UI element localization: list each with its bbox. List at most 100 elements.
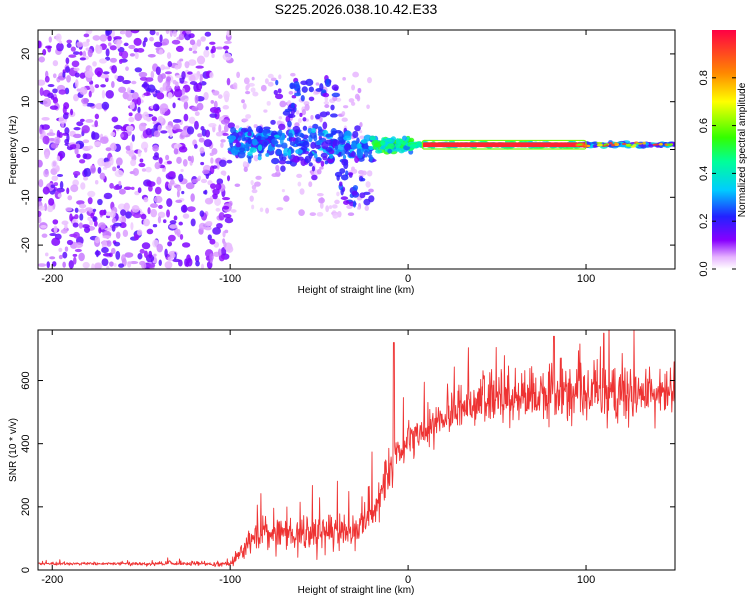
- heatmap-cell: [157, 124, 162, 132]
- heatmap-cell: [94, 236, 101, 244]
- heatmap-cell: [118, 86, 127, 93]
- heatmap-cell: [296, 173, 303, 179]
- heatmap-cell: [329, 113, 338, 118]
- heatmap-cell: [52, 60, 59, 67]
- heatmap-cell: [118, 180, 122, 186]
- heatmap-cell: [281, 189, 285, 193]
- heatmap-cell: [299, 112, 303, 118]
- heatmap-cell: [95, 44, 103, 54]
- heatmap-cell: [340, 196, 349, 201]
- heatmap-cell: [302, 125, 308, 131]
- heatmap-cell: [249, 147, 257, 153]
- heatmap-cell: [310, 141, 317, 149]
- heatmap-cell: [87, 216, 92, 221]
- heatmap-cell: [375, 149, 383, 154]
- heatmap-cell: [373, 142, 382, 148]
- colorbar: 0.0 0.2 0.4 0.6 0.8 Normalized spectral ampl…: [698, 30, 748, 277]
- heatmap-cell: [209, 41, 216, 45]
- heatmap-cell: [98, 58, 107, 64]
- heatmap-cell: [315, 82, 320, 86]
- heatmap-cell: [113, 222, 122, 227]
- heatmap-cell: [277, 129, 283, 137]
- heatmap-cell: [173, 215, 178, 221]
- heatmap-cell: [625, 143, 630, 146]
- y-tick-label: 400: [20, 435, 32, 453]
- heatmap-cell: [343, 200, 350, 206]
- heatmap-cell: [162, 66, 171, 70]
- heatmap-cell: [74, 79, 79, 88]
- heatmap-cell: [154, 161, 161, 170]
- heatmap-cell: [274, 134, 280, 138]
- heatmap-cell: [297, 118, 302, 124]
- heatmap-cell: [57, 173, 64, 177]
- heatmap-cell: [297, 181, 302, 187]
- heatmap-cell: [294, 92, 302, 97]
- heatmap-cell: [328, 205, 333, 210]
- heatmap-cell: [183, 113, 189, 122]
- heatmap-cell: [128, 44, 136, 50]
- heatmap-cell: [182, 159, 188, 167]
- heatmap-cell: [101, 258, 109, 267]
- heatmap-cell: [309, 212, 317, 217]
- heatmap-cell: [167, 241, 173, 247]
- heatmap-cell: [311, 165, 316, 172]
- x-tick-label: -100: [219, 273, 241, 285]
- heatmap-cell: [68, 260, 74, 269]
- heatmap-cell: [148, 250, 153, 259]
- heatmap-cell: [114, 74, 118, 80]
- heatmap-cell: [328, 153, 334, 159]
- heatmap-cell: [202, 169, 210, 175]
- heatmap-cell: [115, 231, 121, 239]
- heatmap-cell: [136, 48, 145, 53]
- heatmap-cell: [78, 252, 85, 262]
- heatmap-cell: [118, 188, 126, 195]
- heatmap-cell: [156, 176, 162, 185]
- heatmap-cell: [223, 90, 230, 100]
- heatmap-cell: [352, 130, 359, 139]
- heatmap-cell: [183, 101, 189, 110]
- heatmap-cell: [121, 50, 129, 59]
- heatmap-cell: [153, 41, 163, 48]
- heatmap-cell: [323, 101, 330, 105]
- heatmap-cell: [212, 193, 218, 200]
- heatmap-cell: [53, 225, 58, 233]
- heatmap-cell: [95, 249, 99, 258]
- heatmap-cell: [79, 57, 86, 61]
- heatmap-cell: [109, 45, 117, 51]
- heatmap-cell: [212, 227, 221, 235]
- heatmap-cell: [299, 188, 305, 195]
- heatmap-cell: [66, 133, 70, 142]
- heatmap-cell: [101, 246, 109, 254]
- heatmap-cell: [251, 189, 258, 194]
- colorbar-tick-label: 0.2: [698, 214, 710, 229]
- heatmap-cell: [337, 136, 345, 142]
- heatmap-cell: [218, 124, 222, 133]
- heatmap-cell: [596, 141, 603, 144]
- heatmap-cell: [62, 71, 66, 78]
- heatmap-cell: [259, 207, 264, 213]
- heatmap-cell: [181, 242, 191, 248]
- heatmap-cell: [185, 30, 192, 35]
- heatmap-cell: [285, 160, 292, 165]
- heatmap-cell: [119, 222, 127, 229]
- heatmap-cell: [263, 141, 268, 148]
- heatmap-cell: [339, 181, 343, 187]
- heatmap-cell: [105, 89, 114, 99]
- heatmap-cell: [200, 263, 205, 269]
- heatmap-cell: [94, 67, 104, 76]
- heatmap-cell: [311, 127, 317, 134]
- heatmap-cell: [278, 74, 282, 80]
- heatmap-cell: [86, 38, 90, 43]
- heatmap-cell: [181, 190, 185, 195]
- heatmap-cell: [367, 76, 372, 84]
- heatmap-cell: [38, 263, 47, 267]
- heatmap-cell: [100, 74, 110, 79]
- heatmap-cell: [74, 207, 79, 213]
- heatmap-cell: [204, 221, 212, 227]
- heatmap-cell: [267, 146, 276, 151]
- heatmap-cell: [182, 204, 187, 213]
- heatmap-cell: [165, 154, 170, 161]
- heatmap-cell: [350, 142, 357, 150]
- heatmap-cell: [113, 124, 123, 130]
- heatmap-cell: [62, 261, 66, 268]
